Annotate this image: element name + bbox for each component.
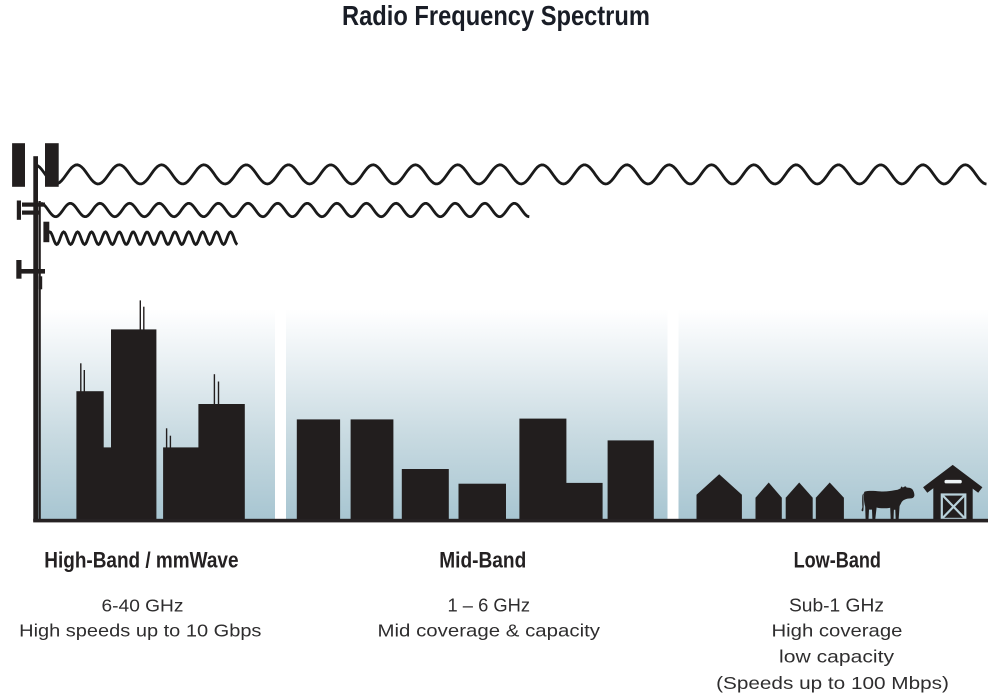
svg-text:Sub-1 GHz: Sub-1 GHz <box>789 595 884 615</box>
svg-text:(Speeds up to 100 Mbps): (Speeds up to 100 Mbps) <box>716 673 949 693</box>
svg-text:High-Band / mmWave: High-Band / mmWave <box>44 548 238 573</box>
svg-text:Radio Frequency Spectrum: Radio Frequency Spectrum <box>342 1 650 31</box>
svg-text:High speeds up to 10 Gbps: High speeds up to 10 Gbps <box>19 621 261 641</box>
svg-text:High coverage: High coverage <box>771 621 902 641</box>
svg-text:Mid coverage & capacity: Mid coverage & capacity <box>378 621 601 641</box>
svg-text:1 – 6 GHz: 1 – 6 GHz <box>448 595 530 615</box>
svg-text:Mid-Band: Mid-Band <box>439 548 526 573</box>
svg-text:Low-Band: Low-Band <box>794 549 881 573</box>
svg-text:low capacity: low capacity <box>779 647 894 667</box>
svg-text:6-40 GHz: 6-40 GHz <box>102 595 184 615</box>
